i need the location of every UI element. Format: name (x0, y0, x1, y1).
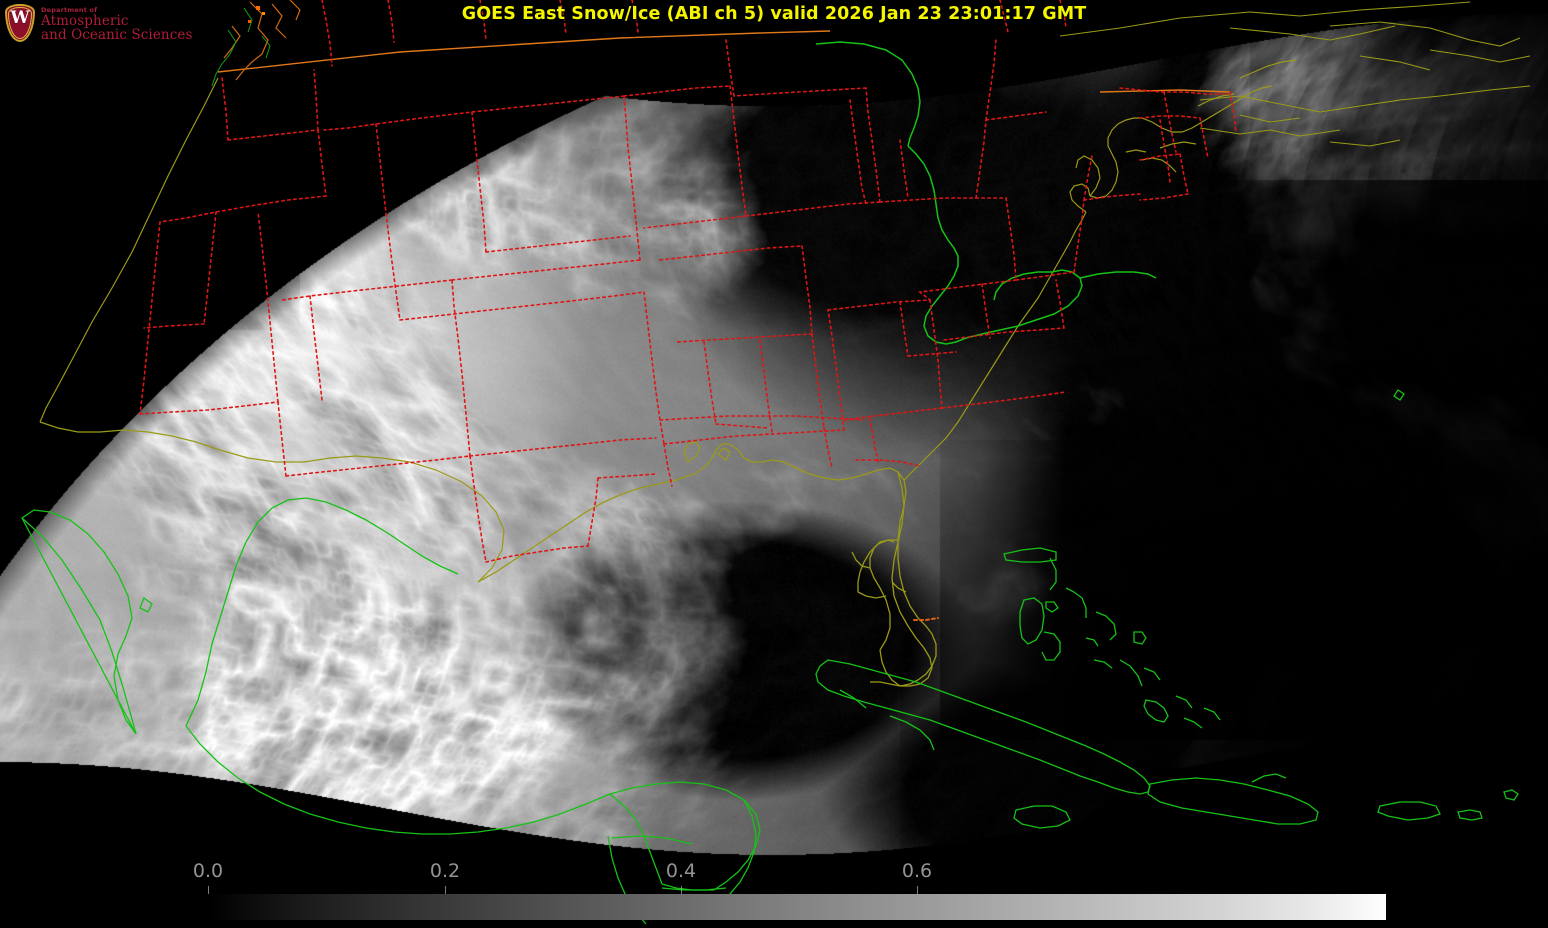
logo-department-label: Department of (41, 6, 98, 15)
logo-text-block: Department of Atmospheric and Oceanic Sc… (41, 5, 193, 42)
logo-line-1: Atmospheric (41, 13, 129, 30)
colorbar-tick-label: 0.0 (192, 860, 224, 882)
colorbar-gradient-ramp[interactable] (208, 894, 1386, 920)
uw-aos-logo[interactable]: W Department of Atmospheric and Oceanic … (0, 0, 192, 48)
colorbar-tick-mark (681, 886, 682, 894)
uw-crest-icon: W (2, 2, 38, 46)
colorbar-tick-mark (208, 886, 209, 894)
crest-letter: W (10, 8, 30, 28)
logo-line-2: and Oceanic Sciences (41, 26, 193, 43)
colorbar-tick-label: 0.6 (901, 860, 933, 882)
colorbar-tick-mark (917, 886, 918, 894)
colorbar-tick-mark (445, 886, 446, 894)
colorbar-tick-label: 0.2 (429, 860, 461, 882)
colorbar[interactable]: 0.0 0.2 0.4 0.6 (193, 860, 1386, 922)
colorbar-tick-label: 0.4 (665, 860, 697, 882)
